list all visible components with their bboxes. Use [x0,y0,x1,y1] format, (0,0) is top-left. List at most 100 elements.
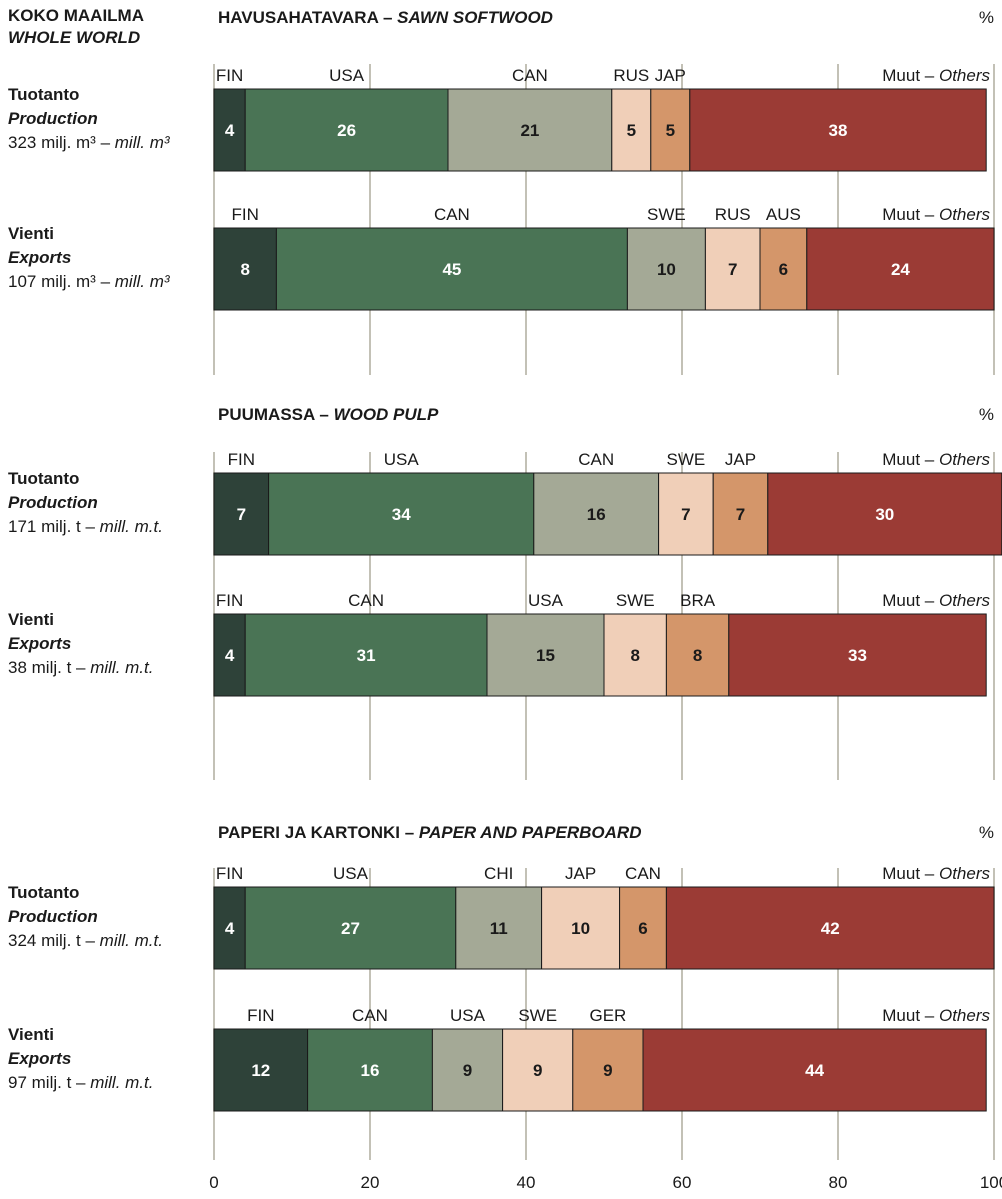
category-label: FIN [216,66,243,85]
panel-title-fi: HAVUSAHATAVARA – [218,8,398,27]
row-label-fi: Tuotanto [8,469,80,488]
row-label-fi: Vienti [8,1025,54,1044]
category-label: RUS [613,66,649,85]
category-label: Muut – Others [882,450,990,469]
row-amount-fi: 38 milj. t – [8,658,91,677]
bar-segment [213,88,246,172]
row-label: Vienti Exports 97 milj. t – mill. m.t. [8,1023,153,1095]
bar-segment [502,1028,574,1112]
x-axis: 0 20 40 60 80 100 [209,1173,1002,1192]
data-label: 44 [805,1061,824,1080]
category-label: CAN [352,1006,388,1025]
row-amount-en: mill. m.t. [99,517,163,536]
bar-segment [268,472,535,556]
x-tick-label: 40 [517,1173,536,1192]
data-label: 38 [829,121,848,140]
row-label: Vienti Exports 38 milj. t – mill. m.t. [8,608,153,680]
category-label: SWE [647,205,686,224]
data-label: 7 [736,505,745,524]
row-label: Vienti Exports 107 milj. m³ – mill. m³ [8,222,170,294]
bar-segment [533,472,660,556]
x-tick-label: 20 [361,1173,380,1192]
data-label: 4 [225,121,235,140]
data-label: 9 [533,1061,542,1080]
category-label: USA [333,864,369,883]
panel-title-fi: PUUMASSA – [218,405,334,424]
category-label: FIN [232,205,259,224]
data-label: 27 [341,919,360,938]
bar-segment [728,613,987,697]
row-label-fi: Tuotanto [8,883,80,902]
data-label: 42 [821,919,840,938]
x-tick-label: 80 [829,1173,848,1192]
bar-segment [213,227,277,311]
data-label: 31 [357,646,376,665]
data-label: 15 [536,646,555,665]
bar-row: 4 FIN 27 USA 11 CHI 10 JAP 6 CAN 42 Muut – Others [213,864,995,970]
data-label: 8 [630,646,639,665]
bar-segment [244,613,488,697]
bar-segment [447,88,613,172]
row-amount-fi: 324 milj. t – [8,931,100,950]
data-label: 7 [681,505,690,524]
category-label: Muut – Others [882,205,990,224]
data-label: 34 [392,505,411,524]
row-amount-fi: 323 milj. m³ – [8,133,115,152]
data-label: 6 [779,260,788,279]
row-label-en: Production [8,109,98,128]
category-label: FIN [216,864,243,883]
category-label: Muut – Others [882,1006,990,1025]
category-label: RUS [715,205,751,224]
bar-segment [658,472,714,556]
category-label: FIN [228,450,255,469]
bar-segment [244,88,449,172]
data-label: 10 [657,260,676,279]
row-label: Tuotanto Production 171 milj. t – mill. m.… [8,467,163,539]
row-amount: 323 milj. m³ – mill. m³ [8,131,170,155]
bar-segment [642,1028,987,1112]
data-label: 21 [520,121,539,140]
category-label: Muut – Others [882,591,990,610]
bar-row: 4 FIN 31 CAN 15 USA 8 SWE 8 BRA 33 Muut – Others [213,591,990,697]
bar-segment [665,613,730,697]
bar-row: 12 FIN 16 CAN 9 USA 9 SWE 9 GER 44 Muut – Others [213,1006,990,1112]
panel-title-fi: PAPERI JA KARTONKI – [218,823,419,842]
row-amount: 97 milj. t – mill. m.t. [8,1071,153,1095]
data-label: 9 [463,1061,472,1080]
row-amount-en: mill. m.t. [90,658,154,677]
category-label: CAN [434,205,470,224]
bar-segment [213,472,270,556]
category-label: USA [329,66,365,85]
data-label: 5 [627,121,636,140]
data-label: 8 [240,260,249,279]
row-amount-fi: 171 milj. t – [8,517,100,536]
data-label: 24 [891,260,910,279]
category-label: CHI [484,864,513,883]
category-label: FIN [247,1006,274,1025]
bar-segment [806,227,995,311]
row-label-fi: Tuotanto [8,85,80,104]
category-label: GER [589,1006,626,1025]
panel-title-en: SAWN SOFTWOOD [397,8,553,27]
data-label: 7 [728,260,737,279]
row-label-en: Exports [8,248,72,267]
category-label: CAN [348,591,384,610]
category-label: JAP [565,864,596,883]
bar-row: 4 FIN 26 USA 21 CAN 5 RUS 5 JAP 38 Muut – Others [213,66,990,172]
row-amount-en: mill. m³ [114,272,170,291]
row-label: Tuotanto Production 324 milj. t – mill. m.… [8,881,163,953]
x-tick-label: 60 [673,1173,692,1192]
bar-segment [431,1028,504,1112]
percent-unit-label: % [978,823,994,842]
row-amount-fi: 97 milj. t – [8,1073,91,1092]
category-label: BRA [680,591,716,610]
bar-row: 7 FIN 34 USA 16 CAN 7 SWE 7 JAP 30 Muut – Others [213,450,1002,556]
bar-segment [213,613,246,697]
category-label: SWE [616,591,655,610]
bar-segment [767,472,1002,556]
row-label-en: Exports [8,634,72,653]
bar-segment [275,227,628,311]
panel-title: PUUMASSA – WOOD PULP [218,405,438,425]
row-amount: 171 milj. t – mill. m.t. [8,515,163,539]
